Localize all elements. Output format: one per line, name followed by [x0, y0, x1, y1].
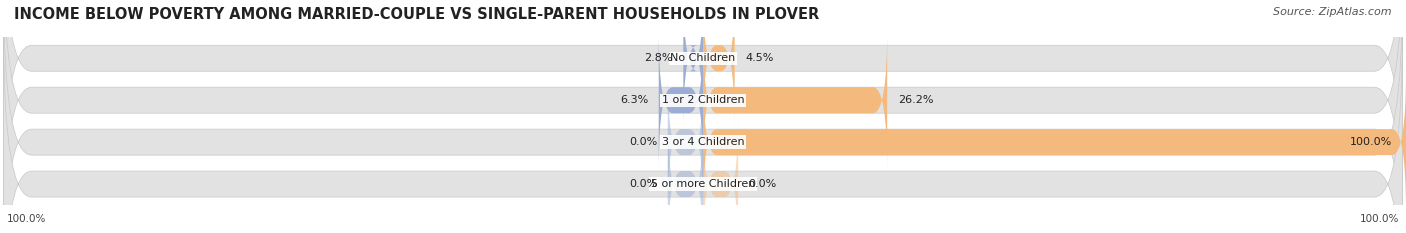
Text: 100.0%: 100.0% — [1360, 214, 1399, 224]
Text: 0.0%: 0.0% — [628, 179, 657, 189]
FancyBboxPatch shape — [3, 0, 1403, 233]
Text: 0.0%: 0.0% — [749, 179, 778, 189]
Text: 100.0%: 100.0% — [7, 214, 46, 224]
FancyBboxPatch shape — [703, 0, 734, 129]
Text: 100.0%: 100.0% — [1350, 137, 1392, 147]
FancyBboxPatch shape — [703, 71, 1406, 213]
Text: 3 or 4 Children: 3 or 4 Children — [662, 137, 744, 147]
Text: 26.2%: 26.2% — [898, 95, 934, 105]
FancyBboxPatch shape — [3, 29, 1403, 233]
FancyBboxPatch shape — [668, 113, 703, 233]
FancyBboxPatch shape — [668, 71, 703, 213]
Text: 0.0%: 0.0% — [628, 137, 657, 147]
Text: 4.5%: 4.5% — [745, 53, 773, 63]
Text: 1 or 2 Children: 1 or 2 Children — [662, 95, 744, 105]
Text: 5 or more Children: 5 or more Children — [651, 179, 755, 189]
FancyBboxPatch shape — [703, 29, 887, 171]
FancyBboxPatch shape — [3, 0, 1403, 233]
Text: INCOME BELOW POVERTY AMONG MARRIED-COUPLE VS SINGLE-PARENT HOUSEHOLDS IN PLOVER: INCOME BELOW POVERTY AMONG MARRIED-COUPL… — [14, 7, 820, 22]
FancyBboxPatch shape — [683, 0, 703, 129]
FancyBboxPatch shape — [3, 0, 1403, 213]
FancyBboxPatch shape — [703, 113, 738, 233]
Text: Source: ZipAtlas.com: Source: ZipAtlas.com — [1274, 7, 1392, 17]
FancyBboxPatch shape — [658, 29, 703, 171]
Text: 6.3%: 6.3% — [620, 95, 648, 105]
Text: 2.8%: 2.8% — [644, 53, 672, 63]
Text: No Children: No Children — [671, 53, 735, 63]
